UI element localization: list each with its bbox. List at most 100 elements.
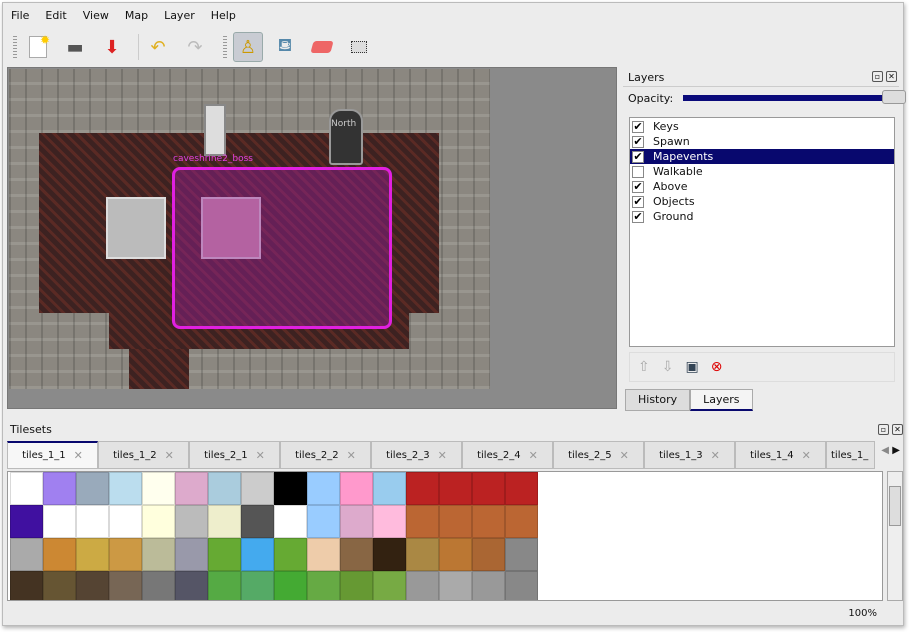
tile[interactable] — [241, 571, 274, 600]
layer-item-ground[interactable]: ✔ Ground — [630, 209, 894, 224]
selected-map-object[interactable] — [172, 167, 392, 329]
tile[interactable] — [274, 538, 307, 571]
toolbar-grip[interactable] — [223, 36, 227, 58]
move-layer-down-icon[interactable]: ⇩ — [661, 359, 674, 375]
tile[interactable] — [406, 571, 439, 600]
tile[interactable] — [10, 538, 43, 571]
tile[interactable] — [307, 571, 340, 600]
tileset-tab[interactable]: tiles_1_4 ✕ — [735, 441, 826, 469]
tile[interactable] — [175, 505, 208, 538]
tileset-tab[interactable]: tiles_1_ — [826, 441, 875, 469]
tile[interactable] — [10, 571, 43, 600]
tile[interactable] — [274, 505, 307, 538]
close-tab-icon[interactable]: ✕ — [346, 448, 356, 462]
float-icon[interactable]: ▫ — [872, 71, 883, 82]
close-tab-icon[interactable]: ✕ — [710, 448, 720, 462]
tileset-scrollbar[interactable] — [887, 471, 903, 601]
tab-history[interactable]: History — [625, 389, 691, 411]
tile[interactable] — [142, 538, 175, 571]
open-folder-icon[interactable]: ▬ — [66, 36, 84, 58]
menu-view[interactable]: View — [82, 9, 109, 22]
toolbar-grip[interactable] — [13, 36, 17, 58]
tile[interactable] — [340, 571, 373, 600]
tile[interactable] — [142, 505, 175, 538]
close-tab-icon[interactable]: ✕ — [528, 448, 538, 462]
tile[interactable] — [241, 505, 274, 538]
opacity-slider-handle[interactable] — [882, 90, 907, 104]
tile[interactable] — [175, 538, 208, 571]
tile[interactable] — [43, 505, 76, 538]
tile[interactable] — [43, 472, 76, 505]
tile[interactable] — [406, 505, 439, 538]
tile[interactable] — [373, 571, 406, 600]
tile[interactable] — [175, 472, 208, 505]
tile[interactable] — [76, 571, 109, 600]
visibility-checkbox[interactable]: ✔ — [632, 209, 644, 223]
float-icon[interactable]: ▫ — [878, 424, 889, 435]
tile[interactable] — [10, 505, 43, 538]
tile[interactable] — [208, 472, 241, 505]
tile[interactable] — [307, 505, 340, 538]
layer-item-objects[interactable]: ✔ Objects — [630, 194, 894, 209]
tile[interactable] — [208, 505, 241, 538]
tile[interactable] — [10, 472, 43, 505]
map-view[interactable]: North caveshrine2_boss — [7, 67, 617, 409]
tile[interactable] — [439, 571, 472, 600]
close-tab-icon[interactable]: ✕ — [164, 448, 174, 462]
tileset-tab[interactable]: tiles_1_2 ✕ — [98, 441, 189, 469]
tile[interactable] — [274, 472, 307, 505]
delete-layer-icon[interactable]: ⊗ — [710, 359, 723, 375]
undo-icon[interactable]: ↶ — [150, 36, 166, 58]
tile[interactable] — [175, 571, 208, 600]
tile[interactable] — [241, 472, 274, 505]
tile[interactable] — [208, 571, 241, 600]
tile[interactable] — [340, 472, 373, 505]
visibility-checkbox[interactable]: ✔ — [632, 134, 644, 148]
tile[interactable] — [472, 472, 505, 505]
tile[interactable] — [109, 505, 142, 538]
layer-item-spawn[interactable]: ✔ Spawn — [630, 134, 894, 149]
visibility-checkbox[interactable] — [632, 165, 644, 178]
tile[interactable] — [373, 538, 406, 571]
tile[interactable] — [43, 538, 76, 571]
tile[interactable] — [406, 538, 439, 571]
tile[interactable] — [109, 571, 142, 600]
tile[interactable] — [505, 538, 538, 571]
tile[interactable] — [406, 472, 439, 505]
visibility-checkbox[interactable]: ✔ — [632, 119, 644, 133]
scrollbar-thumb[interactable] — [889, 486, 901, 526]
close-icon[interactable]: ✕ — [886, 71, 897, 82]
eraser-icon[interactable] — [307, 32, 337, 62]
close-tab-icon[interactable]: ✕ — [73, 449, 83, 462]
close-tab-icon[interactable]: ✕ — [437, 448, 447, 462]
tile[interactable] — [109, 472, 142, 505]
tile[interactable] — [505, 472, 538, 505]
tile[interactable] — [43, 571, 76, 600]
stamp-brush-icon[interactable]: ♙ — [233, 32, 263, 62]
layer-item-keys[interactable]: ✔ Keys — [630, 119, 894, 134]
tile[interactable] — [307, 538, 340, 571]
tile[interactable] — [472, 538, 505, 571]
tileset-tab[interactable]: tiles_2_2 ✕ — [280, 441, 371, 469]
tileset-grid[interactable] — [7, 471, 883, 601]
menu-edit[interactable]: Edit — [45, 9, 67, 22]
tile[interactable] — [373, 472, 406, 505]
tileset-tab[interactable]: tiles_2_4 ✕ — [462, 441, 553, 469]
opacity-slider[interactable] — [683, 90, 907, 104]
tile[interactable] — [241, 538, 274, 571]
save-icon[interactable]: ⬇ — [104, 36, 120, 58]
tab-scroll-left-icon[interactable]: ◀ — [881, 445, 889, 456]
menu-file[interactable]: File — [11, 9, 30, 22]
tile[interactable] — [505, 571, 538, 600]
menu-map[interactable]: Map — [124, 9, 149, 22]
map-canvas[interactable]: North caveshrine2_boss — [9, 69, 490, 389]
bucket-fill-icon[interactable]: ⛾ — [277, 35, 293, 56]
close-tab-icon[interactable]: ✕ — [801, 448, 811, 462]
tileset-tab[interactable]: tiles_2_3 ✕ — [371, 441, 462, 469]
tile[interactable] — [340, 538, 373, 571]
tile[interactable] — [109, 538, 142, 571]
move-layer-up-icon[interactable]: ⇧ — [638, 359, 650, 375]
tile[interactable] — [274, 571, 307, 600]
menu-layer[interactable]: Layer — [164, 9, 195, 22]
layer-item-walkable[interactable]: Walkable — [630, 164, 894, 179]
